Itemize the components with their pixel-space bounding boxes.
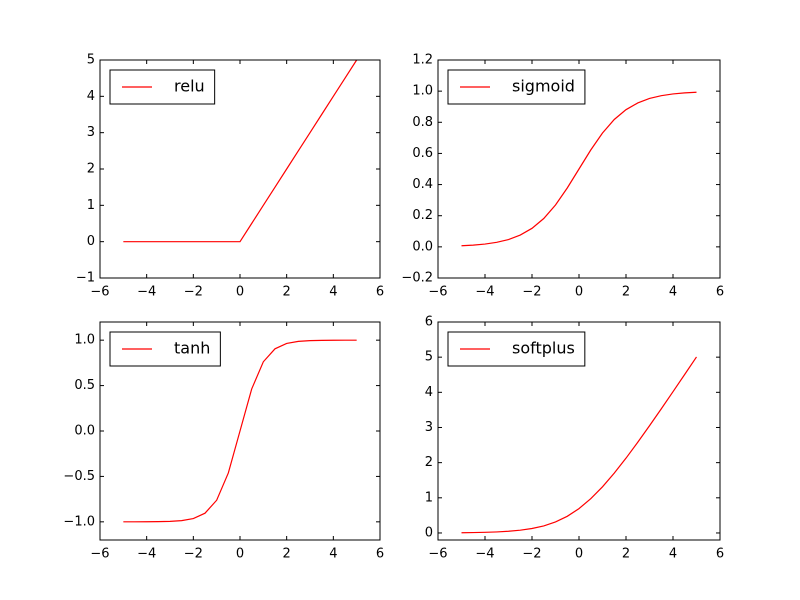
y-tick-label: 5 — [87, 53, 95, 68]
x-tick-label: 4 — [669, 547, 677, 562]
legend: softplus — [447, 331, 586, 367]
legend: tanh — [109, 331, 221, 367]
x-tick-label: 0 — [575, 547, 583, 562]
y-tick-label: 0.0 — [412, 239, 433, 254]
subplot: −6 −4 −2 0 2 4 6 −1.0 −0.5 0.0 0.5 1.0 tanh — [63, 321, 384, 562]
x-tick-label: −2 — [522, 285, 541, 300]
y-tick-label: 2 — [425, 455, 433, 470]
y-tick-label: 1.2 — [412, 53, 433, 68]
line — [123, 339, 357, 523]
x-tick-label: 6 — [376, 285, 384, 300]
x-tick-label: −6 — [90, 285, 109, 300]
y-tick-label: 2 — [87, 162, 95, 177]
y-tick-label: 4 — [87, 89, 95, 104]
x-tick-label: 0 — [236, 285, 244, 300]
y-tick-label: −1.0 — [63, 514, 95, 529]
x-tick-label: −2 — [522, 547, 541, 562]
x-tick-label: 6 — [716, 547, 724, 562]
y-tick-label: 0.8 — [412, 115, 433, 130]
x-tick-label: 2 — [622, 547, 630, 562]
subplot: −6 −4 −2 0 2 4 6 0 1 2 3 4 5 6 softplus — [425, 315, 724, 562]
x-tick-label: 4 — [329, 547, 337, 562]
x-tick-label: 4 — [329, 285, 337, 300]
y-tick-label: 3 — [425, 420, 433, 435]
legend-label: tanh — [174, 339, 210, 358]
y-tick-label: 0.5 — [74, 378, 95, 393]
x-tick-label: 4 — [669, 285, 677, 300]
legend-label: relu — [174, 77, 205, 96]
y-tick-label: 1 — [87, 198, 95, 213]
legend: relu — [109, 69, 216, 105]
y-tick-label: 1 — [425, 490, 433, 505]
line — [461, 91, 697, 247]
y-tick-label: 0 — [87, 234, 95, 249]
y-tick-label: 1.0 — [74, 333, 95, 348]
subplot: −6 −4 −2 0 2 4 6 −0.2 0.0 0.2 0.4 0.6 0.8 1.0 1.2 sigmo… — [401, 53, 724, 300]
x-tick-label: −4 — [137, 547, 156, 562]
x-tick-label: 2 — [622, 285, 630, 300]
y-tick-label: 0.2 — [412, 208, 433, 223]
y-tick-label: −1 — [76, 271, 95, 286]
y-tick-label: 1.0 — [412, 84, 433, 99]
line — [123, 59, 358, 243]
x-tick-label: −6 — [428, 285, 447, 300]
legend-label: sigmoid — [512, 77, 575, 96]
y-tick-label: 3 — [87, 125, 95, 140]
y-tick-label: 0.4 — [412, 177, 433, 192]
x-tick-label: −4 — [475, 285, 494, 300]
y-tick-label: −0.5 — [63, 469, 95, 484]
x-tick-label: −4 — [137, 285, 156, 300]
x-tick-label: 2 — [283, 547, 291, 562]
legend-label: softplus — [512, 339, 575, 358]
x-tick-label: −4 — [475, 547, 494, 562]
x-tick-label: −6 — [90, 547, 109, 562]
subplot: −6 −4 −2 0 2 4 6 −1 0 1 2 3 4 5 relu — [76, 53, 384, 300]
y-tick-label: −0.2 — [401, 271, 433, 286]
x-tick-label: 0 — [575, 285, 583, 300]
y-tick-label: 0.6 — [412, 146, 433, 161]
x-tick-label: 0 — [236, 547, 244, 562]
x-tick-label: −6 — [428, 547, 447, 562]
y-tick-label: 6 — [425, 315, 433, 330]
y-tick-label: 5 — [425, 350, 433, 365]
x-tick-label: −2 — [184, 285, 203, 300]
x-tick-label: 6 — [716, 285, 724, 300]
x-tick-label: 6 — [376, 547, 384, 562]
x-tick-label: −2 — [184, 547, 203, 562]
y-tick-label: 0 — [425, 525, 433, 540]
legend-box — [447, 69, 586, 105]
y-tick-label: 4 — [425, 385, 433, 400]
y-tick-label: 0.0 — [74, 424, 95, 439]
line — [461, 356, 697, 534]
x-tick-label: 2 — [283, 285, 291, 300]
legend: sigmoid — [447, 69, 586, 105]
